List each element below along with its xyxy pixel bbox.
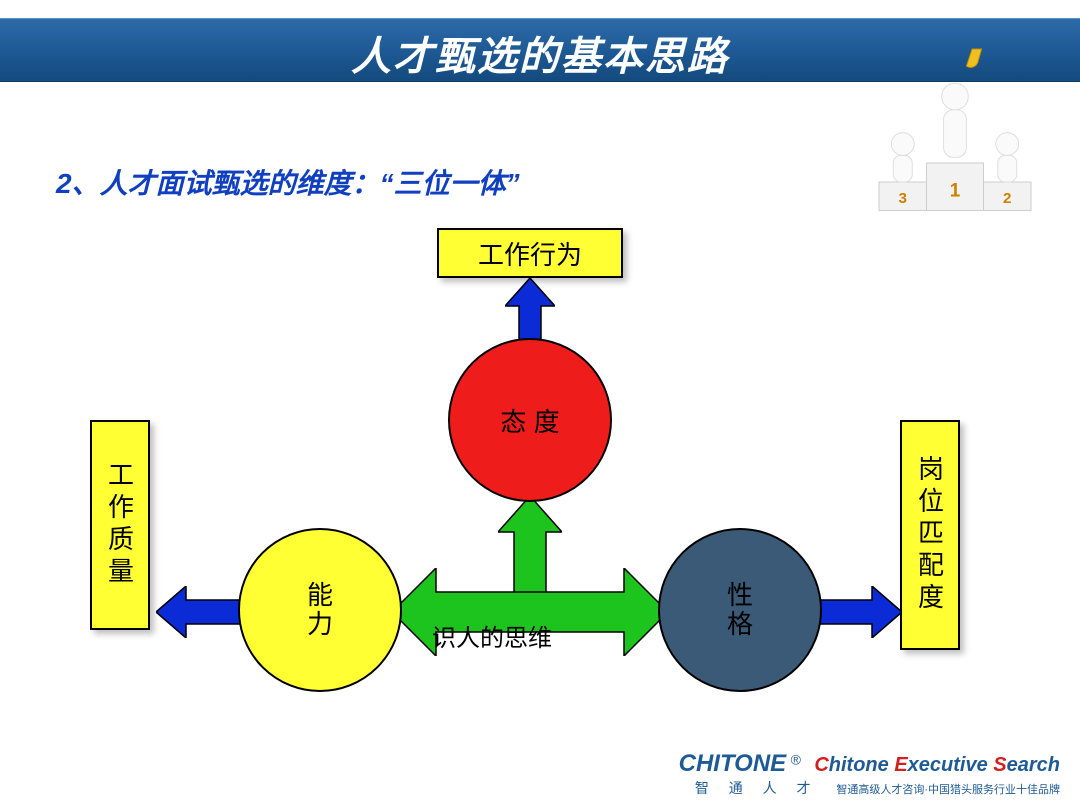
box-top: 工作行为 (437, 228, 623, 278)
circle-attitude: 态 度 (448, 338, 612, 502)
circle-ability: 能力 (238, 528, 402, 692)
circle-ability-label: 能力 (307, 581, 333, 638)
svg-text:1: 1 (950, 180, 961, 201)
circle-character-label: 性格 (727, 581, 753, 638)
center-label: 识人的思维 (432, 618, 552, 653)
arrow-blue-up (505, 278, 555, 342)
footer-tagline: 智通高级人才咨询·中国猎头服务行业十佳品牌 (836, 784, 1060, 796)
svg-text:2: 2 (1003, 190, 1011, 207)
box-right-label: 岗位匹配度 (912, 455, 949, 615)
box-left: 工作质量 (90, 420, 150, 630)
box-left-label: 工作质量 (102, 461, 139, 589)
footer-logo-en: CHITONE (679, 750, 787, 777)
box-right: 岗位匹配度 (900, 420, 960, 650)
circle-character: 性格 (658, 528, 822, 692)
subtitle: 2、人才面试甄选的维度：“三位一体” (56, 162, 520, 202)
svg-text:3: 3 (899, 190, 907, 207)
arrow-blue-left (156, 586, 240, 638)
box-top-label: 工作行为 (478, 235, 582, 272)
footer-brand: Chitone Executive Search (814, 754, 1060, 776)
footer: CHITONE ® Chitone Executive Search 智 通 人… (679, 750, 1060, 798)
podium-graphic: 1 3 2 (860, 30, 1050, 220)
arrow-blue-right (818, 586, 902, 638)
circle-attitude-label: 态 度 (500, 402, 559, 439)
footer-logo-cn: 智 通 人 才 (695, 780, 819, 796)
diagram: 工作行为 工作质量 岗位匹配度 态 度 能力 性格 识人的思维 (0, 220, 1080, 720)
